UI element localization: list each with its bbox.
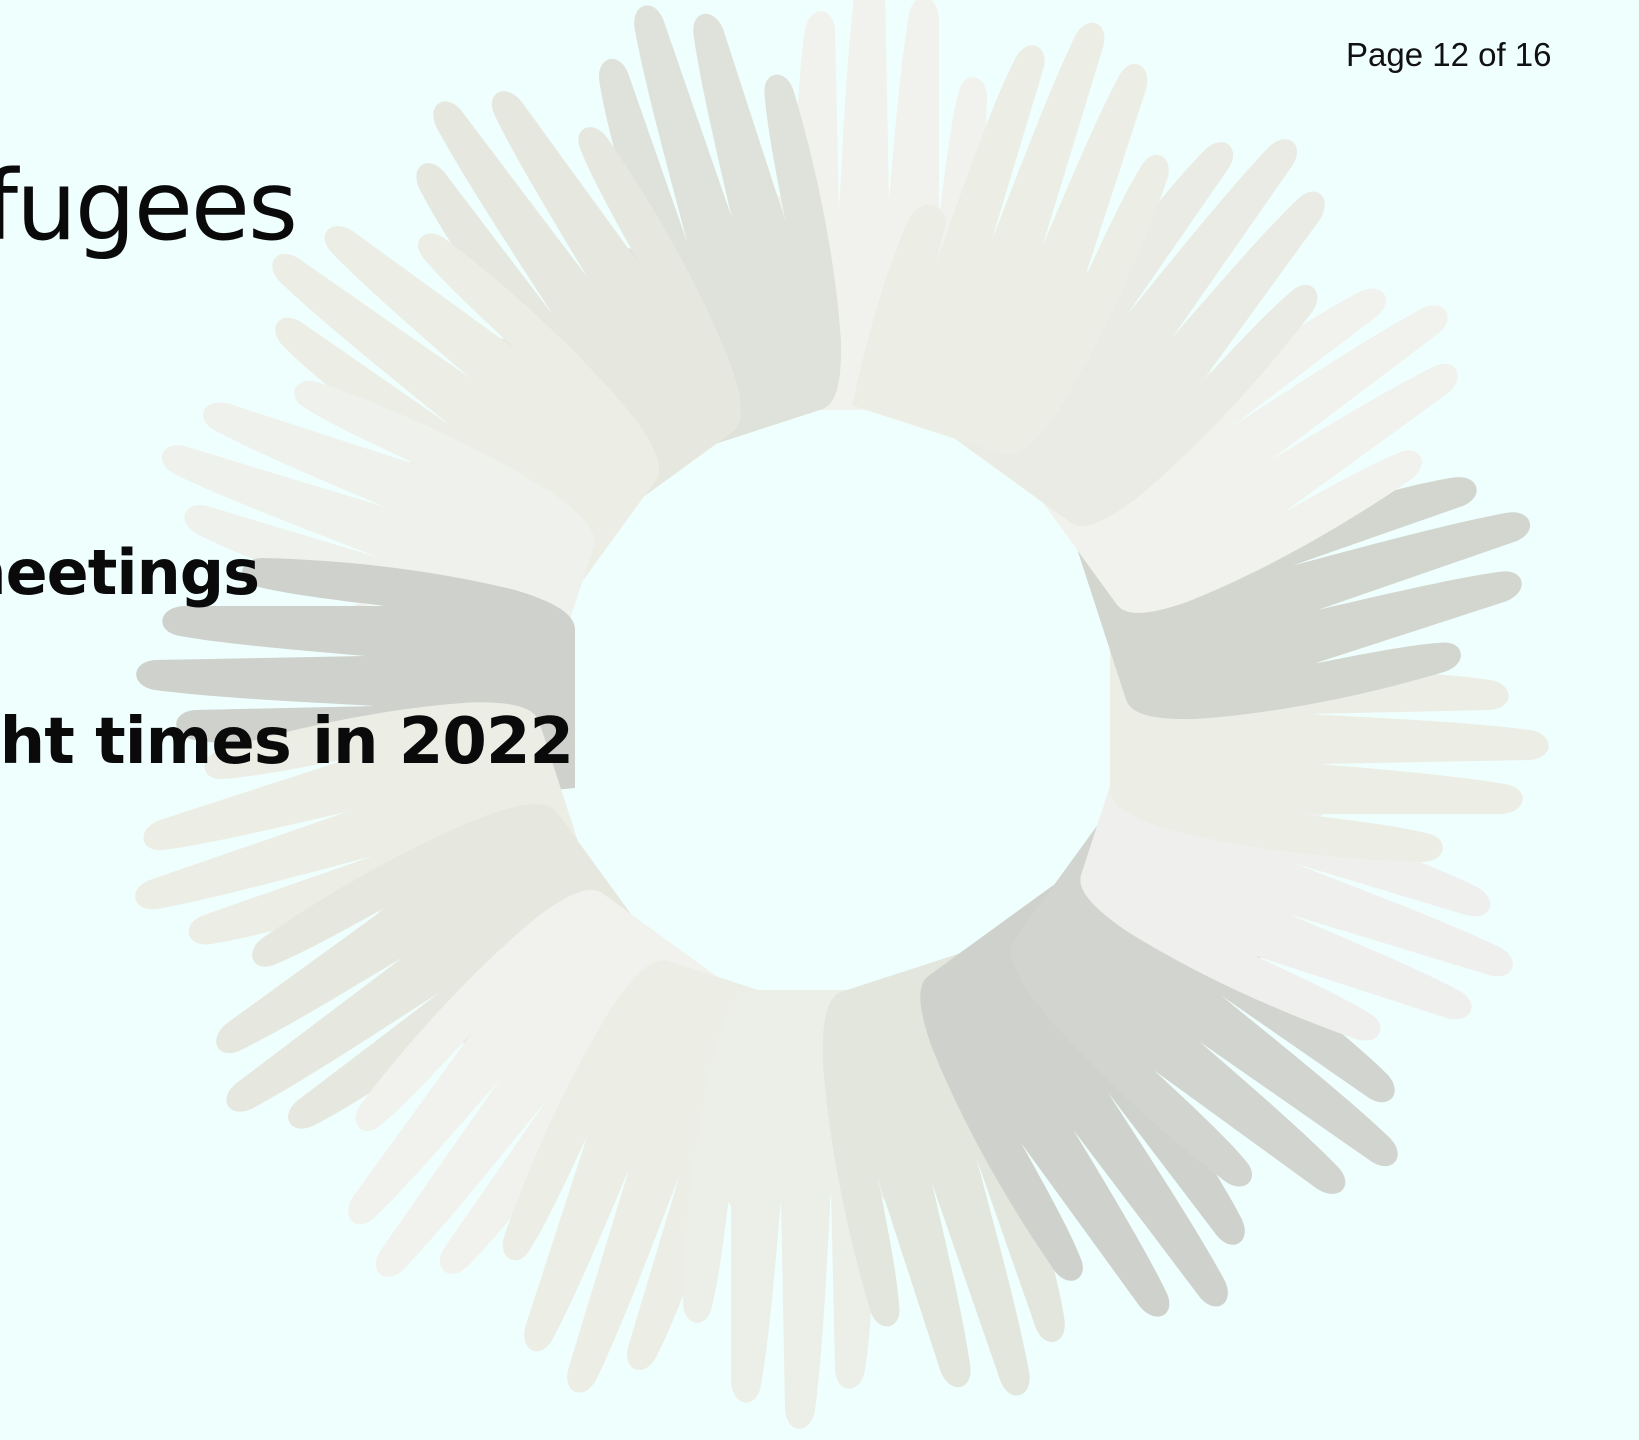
bullet-line-eight-times: eight times in 2022	[0, 705, 574, 779]
slide-title: efugees	[0, 150, 298, 262]
hands-ring-center	[590, 465, 1080, 955]
page-number: Page 12 of 16	[1346, 36, 1552, 73]
bullet-line-meetings: meetings	[0, 536, 260, 609]
